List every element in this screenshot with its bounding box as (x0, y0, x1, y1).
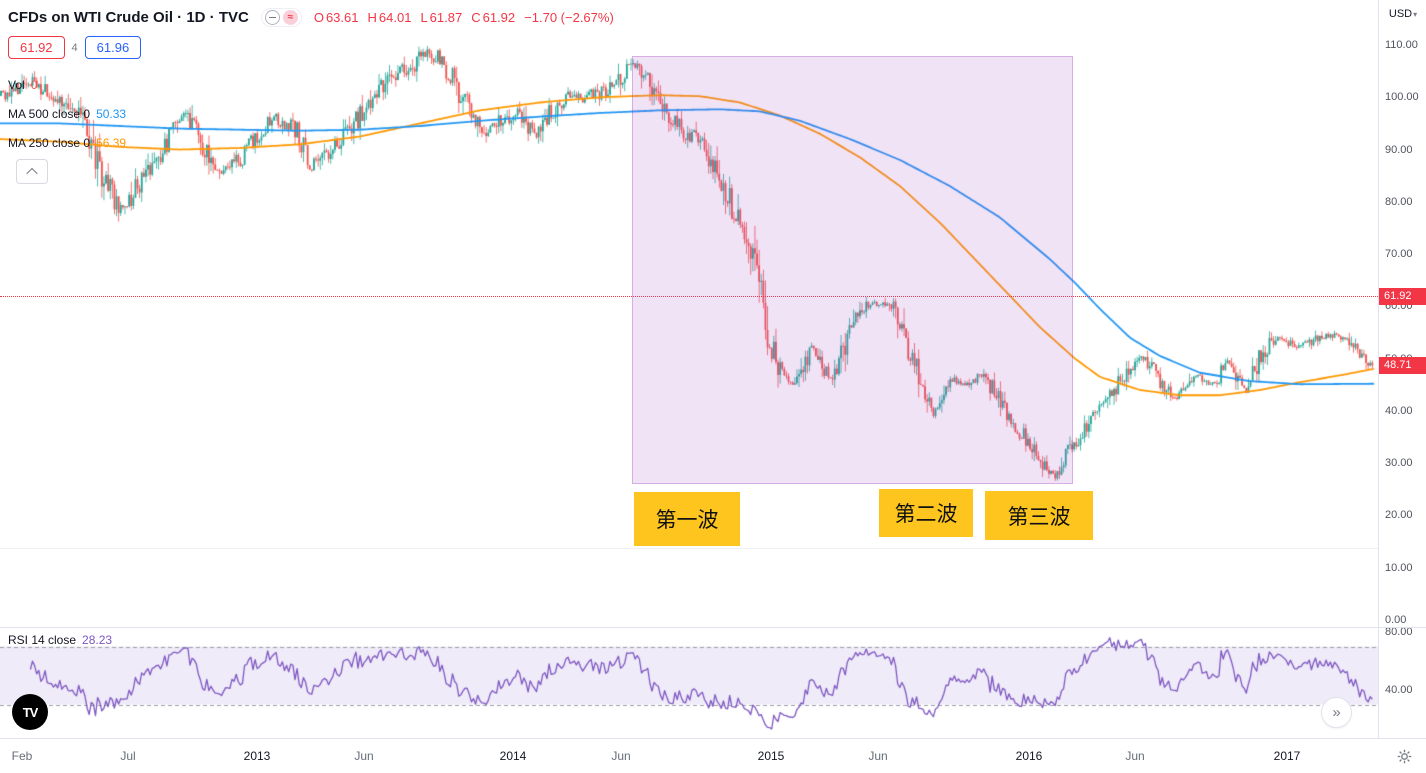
rsi-legend[interactable]: RSI 14 close 28.23 (8, 633, 112, 647)
high-label: H (367, 10, 377, 25)
collapse-legend-button[interactable] (16, 159, 48, 184)
high-value: 64.01 (378, 10, 412, 25)
time-axis-label: 2016 (1015, 749, 1043, 763)
time-axis-label: Jun (354, 749, 374, 763)
symbol-header-row: CFDs on WTI Crude Oil · 1D · TVC ≈ O 63.6… (8, 8, 614, 27)
open-label: O (313, 10, 324, 25)
delayed-data-icon: ≈ (282, 10, 298, 25)
ma500-value: 50.33 (96, 107, 127, 121)
price-axis-label: 100.00 (1385, 91, 1419, 104)
pane-divider[interactable] (0, 548, 1378, 549)
current-price-dotted-line (0, 296, 1378, 297)
market-closed-icon (264, 10, 280, 25)
ma250-legend[interactable]: MA 250 close 0 56.39 (8, 136, 126, 150)
buy-button[interactable]: 61.96 (84, 36, 142, 59)
sell-button[interactable]: 61.92 (8, 36, 65, 59)
current-price-tag: 61.92 (1379, 288, 1426, 305)
price-chart-canvas[interactable] (0, 0, 1378, 738)
volume-value: 0 (30, 78, 38, 92)
tradingview-logo[interactable]: TV (12, 694, 48, 730)
currency-selector[interactable]: USD▾ (1379, 8, 1426, 20)
change-value: −1.70 (−2.67%) (524, 10, 614, 25)
close-value: 61.92 (482, 10, 516, 25)
volume-label: Vol (8, 78, 25, 92)
wave-annotation-label[interactable]: 第二波 (879, 489, 973, 537)
wave-annotation-label[interactable]: 第三波 (985, 491, 1093, 540)
price-axis-label: 40.00 (1385, 404, 1413, 417)
currency-value: USD (1388, 8, 1413, 20)
open-value: 63.61 (325, 10, 359, 25)
scroll-to-recent-button[interactable]: » (1321, 697, 1352, 728)
time-axis-label: 2014 (499, 749, 527, 763)
rsi-axis-label: 80.00 (1385, 626, 1413, 638)
low-label: L (420, 10, 428, 25)
wave-highlight-rectangle[interactable] (632, 56, 1073, 484)
last-close-price-tag: 48.71 (1379, 357, 1426, 374)
price-axis-label: 10.00 (1385, 561, 1413, 574)
close-label: C (471, 10, 481, 25)
price-axis-label: 30.00 (1385, 457, 1413, 470)
ma250-label: MA 250 close 0 (8, 136, 91, 150)
settings-gear-button[interactable] (1396, 748, 1413, 770)
rsi-pane-divider[interactable] (0, 627, 1426, 628)
time-axis-label: Jul (120, 749, 136, 763)
ma500-legend[interactable]: MA 500 close 0 50.33 (8, 107, 126, 121)
ohlc-values: O 63.61 H 64.01 L 61.87 C 61.92 −1.70 (−2.67… (314, 10, 614, 25)
price-axis[interactable]: USD▾ 61.92 48.71 110.00 100.00 90.00 80.00 7… (1378, 0, 1426, 738)
bid-ask-row: 61.92 4 61.96 (8, 36, 142, 59)
rsi-label: RSI 14 close (8, 633, 77, 647)
symbol-title[interactable]: CFDs on WTI Crude Oil · 1D · TVC (8, 9, 249, 26)
spread-value: 4 (71, 41, 78, 54)
chevron-down-icon: ▾ (1413, 10, 1418, 19)
time-axis-label: 2017 (1273, 749, 1301, 763)
gear-icon (1397, 749, 1412, 764)
chevron-up-icon (26, 167, 38, 179)
price-axis-label: 0.00 (1385, 614, 1407, 626)
volume-legend[interactable]: Vol 0 (8, 78, 37, 92)
chart-pane: CFDs on WTI Crude Oil · 1D · TVC ≈ O 63.6… (0, 0, 1426, 738)
time-axis-label: 2015 (757, 749, 785, 763)
ma500-label: MA 500 close 0 (8, 107, 91, 121)
dash-icon (268, 16, 276, 19)
rsi-axis-label: 40.00 (1385, 684, 1413, 696)
low-value: 61.87 (429, 10, 463, 25)
wave-annotation-label[interactable]: 第一波 (634, 492, 740, 546)
time-axis-label: Feb (11, 749, 33, 763)
time-axis[interactable]: Feb Jul 2013 Jun 2014 Jun 2015 Jun 2016 Jun 2017 (0, 738, 1426, 773)
time-axis-label: 2013 (243, 749, 271, 763)
time-axis-label: Jun (868, 749, 888, 763)
price-axis-label: 20.00 (1385, 509, 1413, 522)
price-axis-label: 110.00 (1385, 38, 1418, 51)
chart-legend: CFDs on WTI Crude Oil · 1D · TVC ≈ O 63.6… (8, 8, 614, 150)
time-axis-label: Jun (611, 749, 631, 763)
price-axis-label: 80.00 (1385, 195, 1413, 208)
market-status-icons[interactable]: ≈ (260, 8, 302, 27)
time-axis-label: Jun (1125, 749, 1145, 763)
rsi-value: 28.23 (82, 633, 113, 647)
ma250-value: 56.39 (96, 136, 127, 150)
price-axis-label: 90.00 (1385, 143, 1413, 156)
price-axis-label: 70.00 (1385, 248, 1413, 261)
